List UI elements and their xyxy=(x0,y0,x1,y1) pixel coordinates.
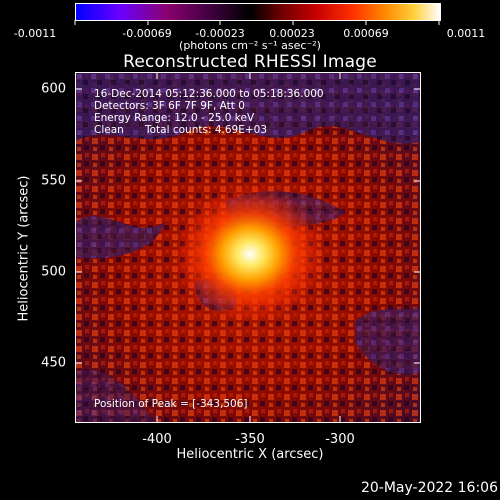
clean-method: Clean xyxy=(94,124,124,136)
y-tick-label: 600 xyxy=(41,81,66,97)
colorbar-ticks xyxy=(74,20,440,25)
colorbar-units: (photons cm⁻² s⁻¹ asec⁻²) xyxy=(179,39,321,52)
rhessi-image xyxy=(75,72,421,423)
creation-date: 20-May-2022 16:06 xyxy=(360,480,498,496)
y-tick-label: 500 xyxy=(41,264,66,280)
energy-range: Energy Range: 12.0 - 25.0 keV xyxy=(94,112,255,124)
x-axis-label: Heliocentric X (arcsec) xyxy=(176,447,324,462)
colorbar-tick-label: 0.00023 xyxy=(269,27,315,40)
colorbar-tick-label: -0.00023 xyxy=(195,27,245,40)
time-range: 16-Dec-2014 05:12:36.000 to 05:18:36.000 xyxy=(94,88,324,100)
x-tick-label: -300 xyxy=(325,432,355,447)
colorbar xyxy=(75,3,441,21)
y-tick-label: 450 xyxy=(41,355,66,371)
peak-position: Position of Peak = [-343,506] xyxy=(94,398,248,410)
x-tick-label: -350 xyxy=(235,432,265,447)
total-counts: Total counts: 4.69E+03 xyxy=(145,124,268,136)
plot-title: Reconstructed RHESSI Image xyxy=(123,52,377,72)
x-tick-label: -400 xyxy=(142,432,172,447)
detectors: Detectors: 3F 6F 7F 9F, Att 0 xyxy=(94,100,245,112)
colorbar-tick-label: -0.00069 xyxy=(122,27,172,40)
colorbar-tick-label: 0.0011 xyxy=(446,27,486,40)
image-frame xyxy=(75,72,421,423)
colorbar-tick-label: 0.00069 xyxy=(343,27,389,40)
colorbar-tick-label: -0.0011 xyxy=(13,27,57,40)
y-axis-label: Heliocentric Y (arcsec) xyxy=(16,175,32,322)
y-tick-label: 550 xyxy=(41,173,66,189)
